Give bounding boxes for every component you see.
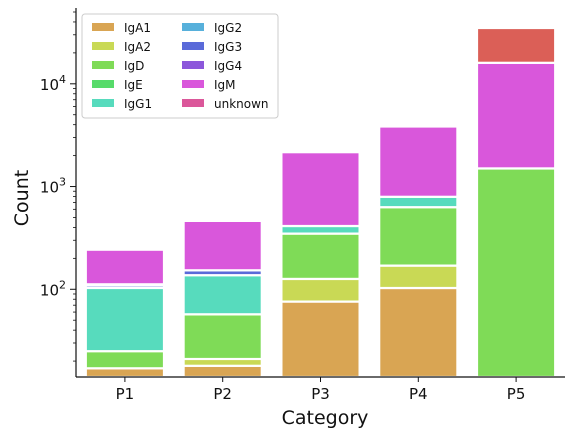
bar-segment-igg1-p3 bbox=[280, 224, 361, 235]
legend-label-igg2: IgG2 bbox=[214, 21, 242, 35]
legend-swatch-iga1 bbox=[92, 23, 114, 31]
bar-segment-series-10-p5 bbox=[475, 26, 557, 64]
bar-segment-iga1-p4 bbox=[378, 286, 459, 379]
legend-swatch-ige bbox=[92, 80, 114, 88]
y-tick-label: 104 bbox=[40, 73, 66, 94]
legend-label-igd: IgD bbox=[124, 59, 144, 73]
bar-segment-igg1-p2 bbox=[182, 274, 263, 316]
legend-swatch-igg4 bbox=[182, 61, 204, 69]
legend: IgA1 IgA2 IgD IgE IgG1 IgG2 IgG3 IgG4 IgM unknown bbox=[81, 13, 279, 119]
bar-segment-igd-p4 bbox=[378, 206, 459, 267]
legend-label-unknown: unknown bbox=[214, 97, 269, 111]
legend-label-iga2: IgA2 bbox=[124, 40, 151, 54]
x-tick-label: P5 bbox=[507, 385, 526, 403]
legend-swatch-igm bbox=[182, 80, 204, 88]
legend-label-iga1: IgA1 bbox=[124, 21, 151, 35]
bar-segment-igm-p4 bbox=[378, 125, 459, 198]
bar-segment-igg1-p4 bbox=[378, 195, 459, 209]
bar-segment-igd-p5 bbox=[475, 167, 557, 379]
legend-swatch-iga2 bbox=[92, 42, 114, 50]
x-tick-label: P3 bbox=[311, 385, 330, 403]
bar-segment-igm-p2 bbox=[182, 219, 263, 272]
bar-segment-igm-p5 bbox=[475, 61, 557, 170]
legend-label-igg3: IgG3 bbox=[214, 40, 242, 54]
y-tick-label: 102 bbox=[40, 278, 66, 299]
bar-segment-igm-p3 bbox=[280, 151, 361, 228]
bar-segment-igm-p1 bbox=[84, 248, 166, 286]
bar-segment-iga1-p1 bbox=[84, 367, 166, 379]
bar-segment-igd-p2 bbox=[182, 313, 263, 361]
bar-segment-iga2-p4 bbox=[378, 264, 459, 290]
y-tick-label: 103 bbox=[40, 176, 66, 197]
x-axis-title: Category bbox=[282, 407, 369, 428]
y-axis: 102 103 104 bbox=[40, 8, 77, 377]
legend-swatch-igg2 bbox=[182, 23, 204, 31]
legend-frame bbox=[81, 13, 279, 119]
legend-label-ige: IgE bbox=[124, 78, 143, 92]
legend-swatch-igg1 bbox=[92, 99, 114, 107]
y-axis-title: Count bbox=[11, 170, 33, 226]
bars-layer bbox=[84, 26, 557, 379]
bar-segment-igd-p1 bbox=[84, 350, 166, 370]
x-tick-label: P4 bbox=[409, 385, 428, 403]
bar-segment-iga1-p2 bbox=[182, 364, 263, 379]
x-axis: P1 P2 P3 P4 P5 bbox=[76, 376, 565, 403]
bar-segment-iga2-p3 bbox=[280, 277, 361, 303]
legend-swatch-unknown bbox=[182, 99, 204, 107]
bar-segment-igd-p3 bbox=[280, 232, 361, 281]
x-tick-label: P2 bbox=[213, 385, 232, 403]
bar-segment-iga1-p3 bbox=[280, 300, 361, 379]
x-tick-label: P1 bbox=[116, 385, 135, 403]
bar-segment-igg1-p1 bbox=[84, 286, 166, 353]
legend-label-igg4: IgG4 bbox=[214, 59, 242, 73]
legend-swatch-igd bbox=[92, 61, 114, 69]
legend-label-igm: IgM bbox=[214, 78, 236, 92]
legend-swatch-igg3 bbox=[182, 42, 204, 50]
legend-label-igg1: IgG1 bbox=[124, 97, 152, 111]
